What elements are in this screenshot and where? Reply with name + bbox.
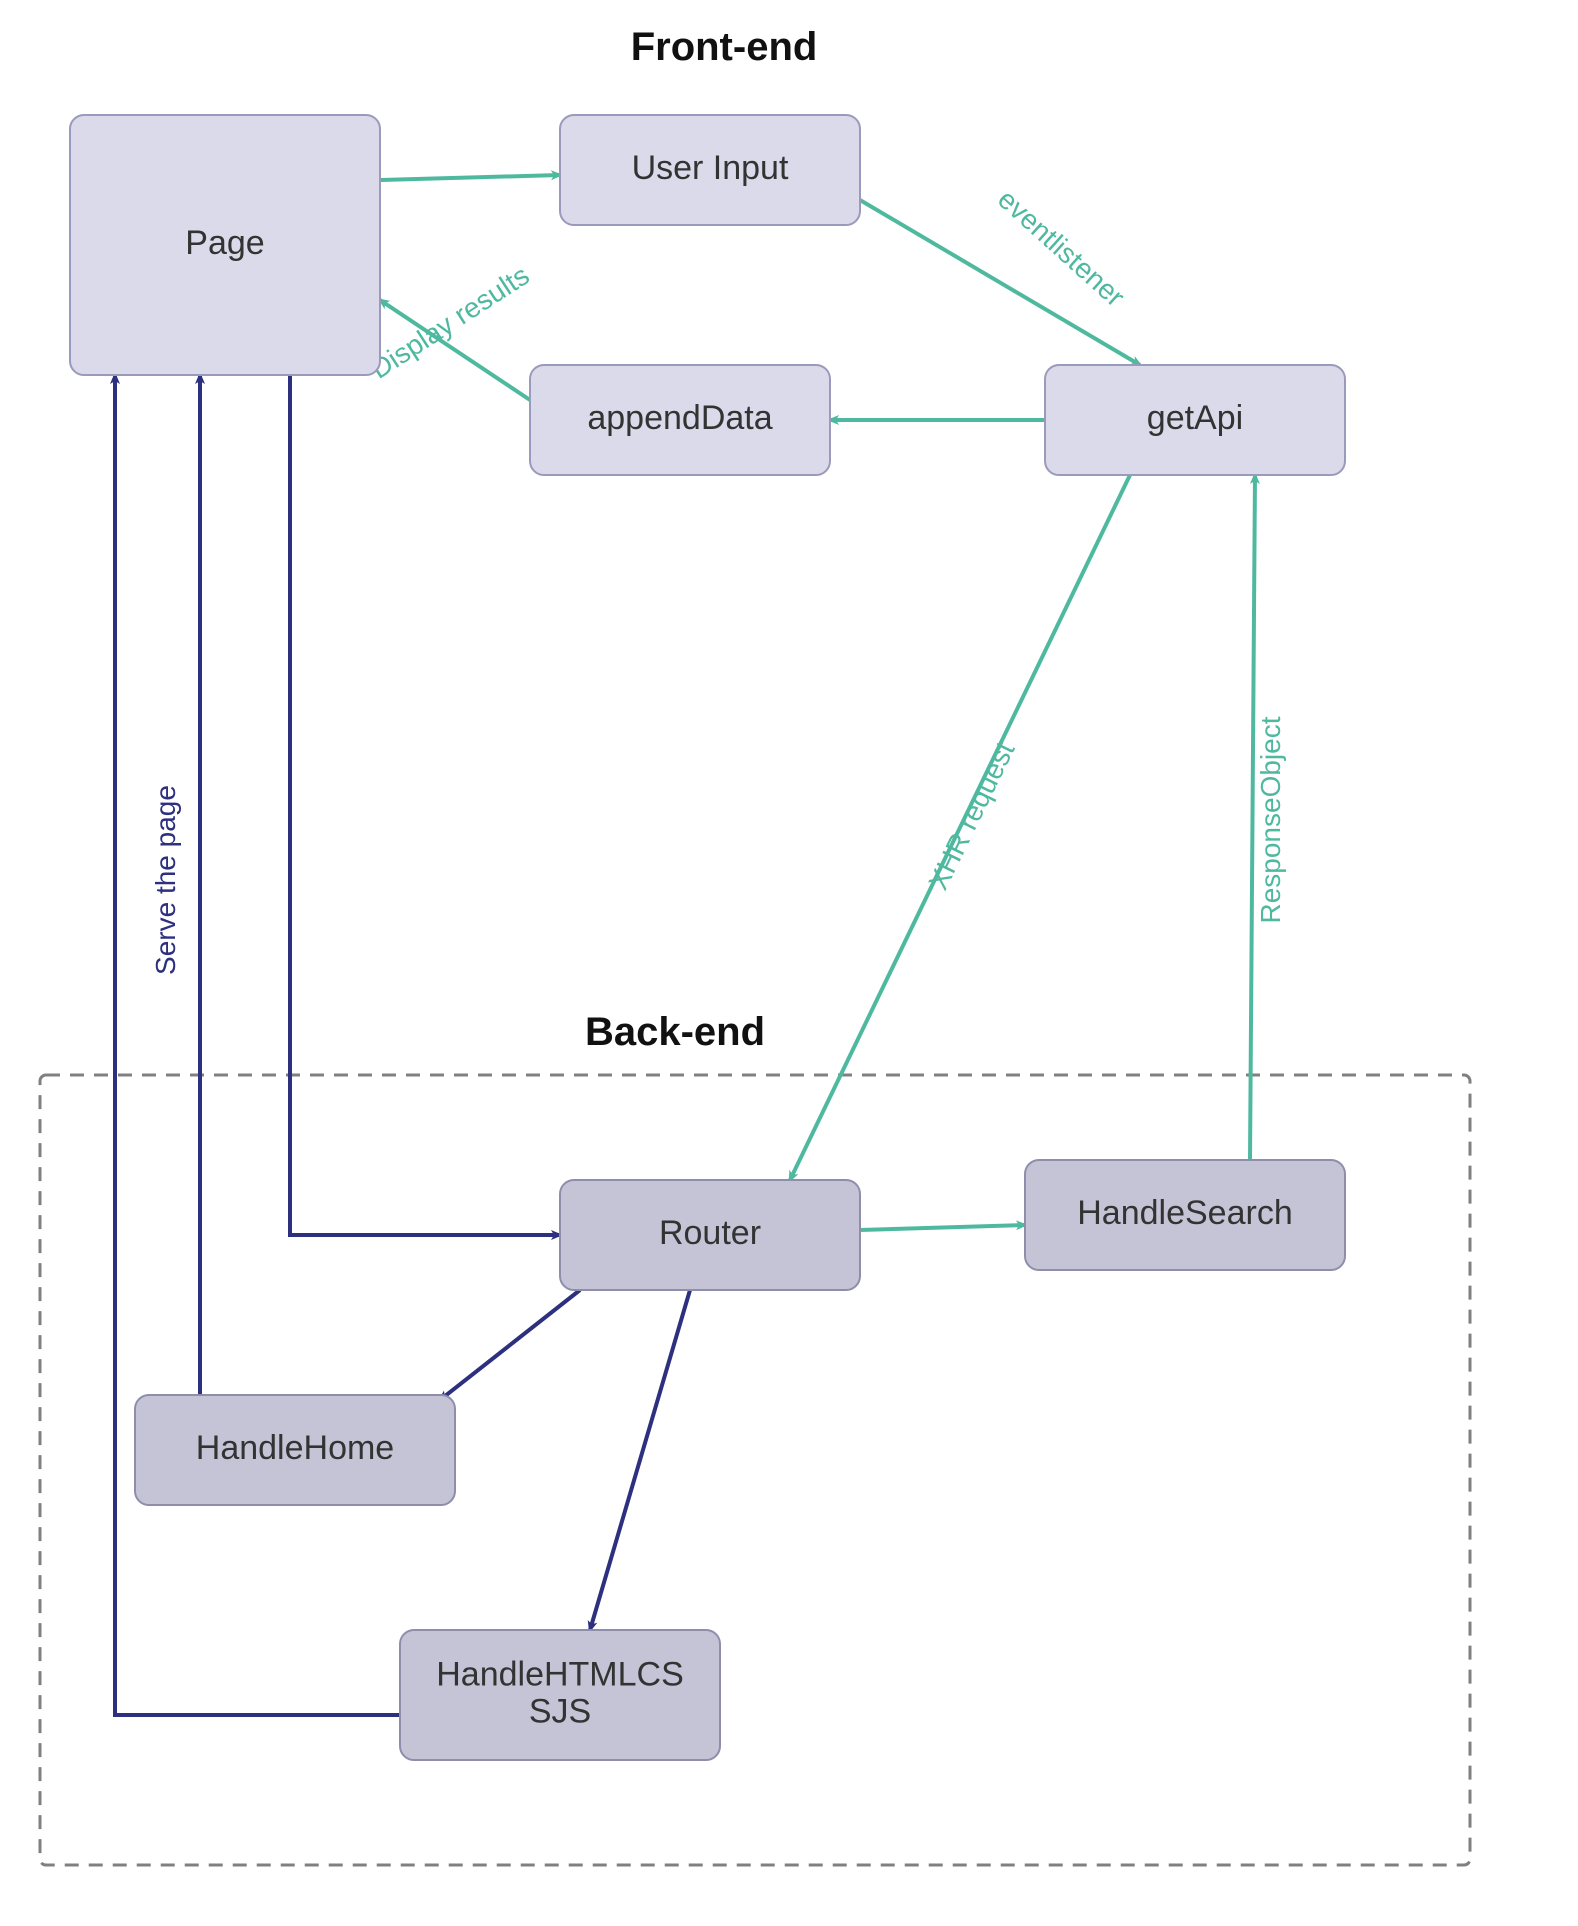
node-label-handlesearch: HandleSearch [1077, 1194, 1292, 1232]
edge-router-handlehome [440, 1290, 580, 1400]
edge-router-handlesearch [860, 1225, 1025, 1230]
edge-handlehtml-page [115, 375, 400, 1715]
node-handlesearch: HandleSearch [1025, 1160, 1345, 1270]
nodes-layer: Page User Input appendData getApi Router Hand… [70, 115, 1345, 1760]
edge-label-handlehome-page: Serve the page [150, 785, 181, 975]
edge-label-userinput-getapi: eventlistener [992, 183, 1131, 312]
flowchart-diagram: Front-end Back-end eventlistener Display re… [0, 0, 1578, 1926]
node-label-appenddata: appendData [587, 399, 772, 437]
edge-label-getapi-router: XHR request [922, 737, 1020, 895]
node-handlehtml: HandleHTMLCSSJS [400, 1630, 720, 1760]
node-label-router: Router [659, 1214, 761, 1252]
edge-page-router [290, 375, 560, 1235]
node-getapi: getApi [1045, 365, 1345, 475]
node-label-handlehtml-0: HandleHTMLCS [436, 1655, 684, 1693]
node-label-getapi: getApi [1147, 399, 1243, 437]
edge-page-userinput [380, 175, 560, 180]
node-router: Router [560, 1180, 860, 1290]
node-handlehome: HandleHome [135, 1395, 455, 1505]
edge-label-appenddata-page: Display results [365, 259, 535, 384]
node-page: Page [70, 115, 380, 375]
node-appenddata: appendData [530, 365, 830, 475]
node-userinput: User Input [560, 115, 860, 225]
node-label-page: Page [185, 224, 264, 262]
frontend-title: Front-end [631, 25, 818, 69]
node-label-handlehtml-1: SJS [529, 1693, 591, 1731]
backend-title: Back-end [585, 1010, 765, 1054]
node-label-userinput: User Input [632, 149, 789, 187]
edge-router-handlehtml [590, 1290, 690, 1630]
node-label-handlehome: HandleHome [196, 1429, 394, 1467]
edge-label-handlesearch-getapi: ResponseObject [1255, 716, 1286, 923]
